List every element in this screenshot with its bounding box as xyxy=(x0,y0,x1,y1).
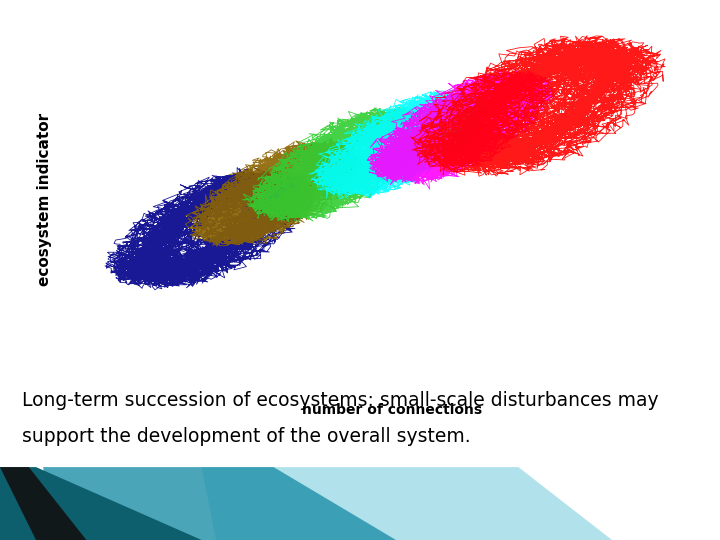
Polygon shape xyxy=(0,467,202,540)
Polygon shape xyxy=(43,467,396,540)
Polygon shape xyxy=(202,467,612,540)
Text: ecosystem indicator: ecosystem indicator xyxy=(37,113,52,286)
Polygon shape xyxy=(0,467,720,540)
Text: Long-term succession of ecosystems: small-scale disturbances may: Long-term succession of ecosystems: smal… xyxy=(22,392,658,410)
Text: number of connections: number of connections xyxy=(302,403,482,417)
Polygon shape xyxy=(0,467,86,540)
Text: support the development of the overall system.: support the development of the overall s… xyxy=(22,427,470,446)
